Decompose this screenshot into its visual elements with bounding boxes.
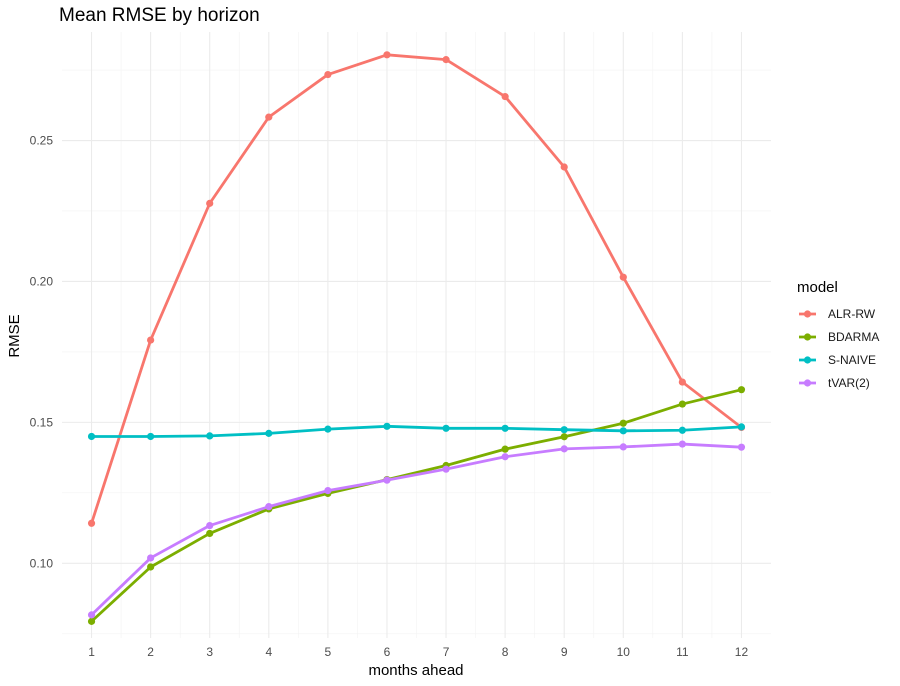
data-point — [619, 273, 627, 281]
data-point — [737, 423, 746, 431]
data-point — [324, 425, 332, 433]
series-s-naive — [87, 422, 746, 441]
data-point — [560, 426, 568, 434]
data-point — [147, 554, 155, 562]
x-tick-label: 9 — [561, 645, 568, 659]
x-tick-label: 12 — [735, 645, 749, 659]
x-tick-label: 6 — [384, 645, 391, 659]
legend-label: BDARMA — [828, 330, 879, 344]
data-point — [87, 432, 96, 441]
data-point — [678, 400, 686, 408]
legend-item: BDARMA — [799, 330, 879, 344]
data-point — [737, 443, 746, 451]
y-tick-label: 0.15 — [30, 415, 54, 429]
data-point — [442, 56, 450, 64]
series-line — [91, 424, 742, 438]
legend: model ALR-RW BDARMA S-NAIVE tVAR(2) — [797, 279, 879, 390]
legend-swatch-point — [803, 356, 812, 364]
x-tick-label: 10 — [617, 645, 631, 659]
x-tick-label: 1 — [88, 645, 95, 659]
x-tick-label: 3 — [206, 645, 213, 659]
data-point — [265, 503, 273, 511]
legend-label: ALR-RW — [828, 307, 876, 321]
data-point — [442, 465, 450, 473]
series-layer — [87, 51, 746, 625]
data-point — [619, 419, 627, 427]
data-point — [206, 199, 214, 207]
data-point — [501, 424, 509, 432]
data-point — [442, 424, 450, 432]
legend-item: S-NAIVE — [799, 353, 876, 367]
data-point — [147, 432, 155, 441]
y-tick-label: 0.25 — [30, 134, 54, 148]
data-point — [678, 426, 686, 434]
data-point — [147, 563, 155, 571]
series-line — [90, 388, 742, 623]
data-point — [383, 422, 391, 430]
data-point — [87, 611, 96, 619]
data-point — [737, 386, 746, 394]
data-point — [206, 529, 214, 538]
data-point — [501, 92, 509, 101]
y-axis-title: RMSE — [6, 314, 23, 357]
data-point — [324, 486, 332, 495]
y-tick-label: 0.10 — [30, 556, 54, 570]
data-point — [560, 445, 568, 453]
plot-grid — [62, 32, 771, 638]
series-alr-rw — [87, 51, 746, 527]
chart-title: Mean RMSE by horizon — [59, 5, 260, 26]
data-point — [678, 378, 686, 386]
data-point — [206, 521, 214, 530]
legend-label: S-NAIVE — [828, 353, 876, 367]
data-point — [501, 453, 509, 461]
data-point — [265, 429, 273, 437]
data-point — [560, 433, 568, 441]
data-point — [560, 163, 568, 171]
data-point — [265, 113, 273, 121]
legend-item: tVAR(2) — [799, 376, 870, 390]
data-point — [324, 70, 332, 79]
data-point — [87, 617, 96, 625]
data-point — [501, 445, 509, 453]
legend-title: model — [797, 279, 838, 296]
data-point — [619, 427, 627, 435]
series-line — [90, 442, 742, 616]
x-axis-title: months ahead — [368, 662, 463, 679]
x-tick-label: 5 — [325, 645, 332, 659]
legend-swatch-point — [803, 379, 812, 387]
x-tick-label: 8 — [502, 645, 509, 659]
legend-swatch-point — [803, 333, 812, 341]
series-tvar-2- — [87, 440, 746, 619]
data-point — [206, 432, 214, 440]
legend-item: ALR-RW — [799, 307, 876, 321]
x-tick-label: 7 — [443, 645, 450, 659]
data-point — [678, 440, 686, 448]
data-point — [87, 519, 96, 527]
legend-swatch-point — [803, 310, 812, 318]
x-tick-label: 11 — [676, 645, 689, 659]
data-point — [383, 476, 391, 484]
data-point — [147, 336, 155, 344]
legend-label: tVAR(2) — [828, 376, 870, 390]
series-line — [90, 53, 743, 524]
x-tick-label: 2 — [147, 645, 154, 659]
x-tick-label: 4 — [265, 645, 272, 659]
data-point — [383, 51, 391, 59]
data-point — [619, 443, 627, 451]
y-tick-label: 0.20 — [30, 274, 54, 288]
axis-ticks: 1 2 3 4 5 6 7 8 9 10 11 120.100.150.200.25 — [30, 134, 749, 659]
